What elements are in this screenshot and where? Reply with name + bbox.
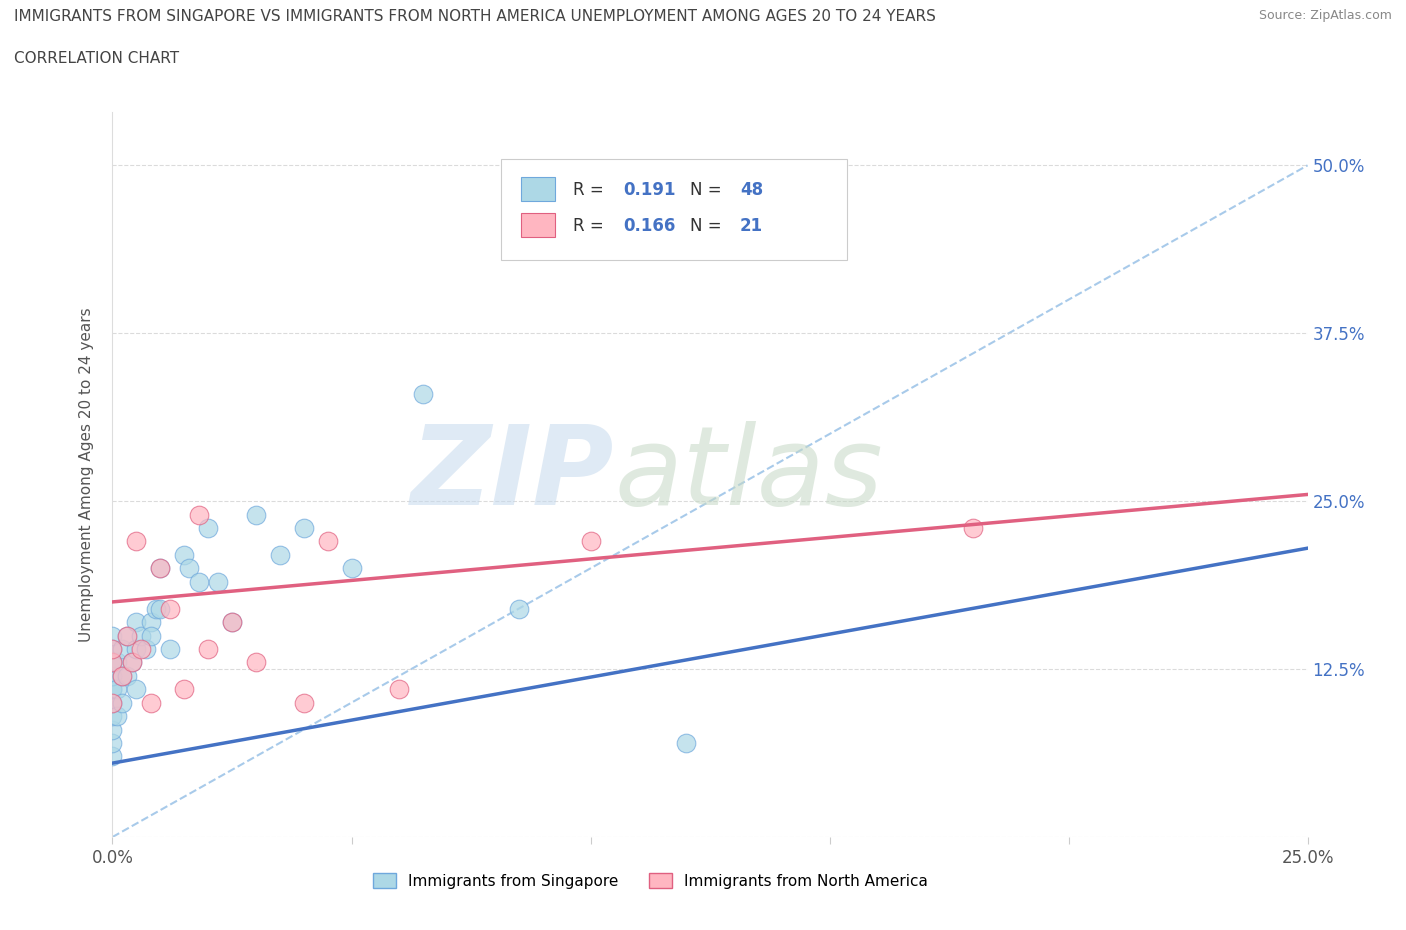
Point: [139, 615, 162, 630]
Text: IMMIGRANTS FROM SINGAPORE VS IMMIGRANTS FROM NORTH AMERICA UNEMPLOYMENT AMONG AG: IMMIGRANTS FROM SINGAPORE VS IMMIGRANTS …: [14, 9, 936, 24]
Legend: Immigrants from Singapore, Immigrants from North America: Immigrants from Singapore, Immigrants fr…: [367, 867, 934, 895]
Y-axis label: Unemployment Among Ages 20 to 24 years: Unemployment Among Ages 20 to 24 years: [79, 307, 94, 642]
Point: [105, 655, 128, 670]
Point: [173, 548, 195, 563]
Point: [101, 682, 124, 697]
Point: [101, 696, 124, 711]
Point: [115, 669, 138, 684]
Point: [187, 575, 209, 590]
Text: 48: 48: [740, 181, 763, 199]
Point: [101, 722, 124, 737]
Point: [149, 561, 172, 576]
Point: [292, 521, 315, 536]
Point: [111, 669, 134, 684]
Point: [149, 601, 172, 616]
Point: [159, 642, 181, 657]
Point: [101, 642, 124, 657]
Text: atlas: atlas: [614, 420, 883, 528]
Point: [579, 534, 602, 549]
Point: [221, 615, 243, 630]
Text: R =: R =: [572, 218, 603, 235]
Point: [105, 709, 128, 724]
Point: [177, 561, 200, 576]
Point: [101, 655, 124, 670]
Point: [962, 521, 984, 536]
Point: [149, 561, 172, 576]
Point: [145, 601, 167, 616]
Point: [129, 628, 152, 643]
Point: [101, 642, 124, 657]
Point: [111, 669, 134, 684]
Point: [125, 642, 148, 657]
Point: [101, 669, 124, 684]
Text: CORRELATION CHART: CORRELATION CHART: [14, 51, 179, 66]
Point: [121, 655, 143, 670]
FancyBboxPatch shape: [522, 213, 555, 237]
Text: N =: N =: [690, 181, 721, 199]
Text: 21: 21: [740, 218, 763, 235]
Point: [101, 655, 124, 670]
Point: [105, 682, 128, 697]
Point: [135, 642, 157, 657]
Point: [101, 682, 124, 697]
Point: [316, 534, 339, 549]
Point: [173, 682, 195, 697]
Point: [508, 601, 530, 616]
Point: [197, 642, 219, 657]
Point: [101, 642, 124, 657]
Text: R =: R =: [572, 181, 603, 199]
Point: [159, 601, 181, 616]
Point: [139, 696, 162, 711]
Text: Source: ZipAtlas.com: Source: ZipAtlas.com: [1258, 9, 1392, 22]
Point: [101, 696, 124, 711]
Point: [115, 628, 138, 643]
Point: [340, 561, 363, 576]
Point: [129, 642, 152, 657]
Point: [111, 696, 134, 711]
Point: [101, 749, 124, 764]
Point: [675, 736, 697, 751]
Point: [111, 642, 134, 657]
Point: [187, 507, 209, 522]
Point: [115, 628, 138, 643]
Point: [139, 628, 162, 643]
Point: [101, 709, 124, 724]
Point: [245, 507, 267, 522]
Point: [101, 655, 124, 670]
Point: [388, 682, 411, 697]
Point: [101, 696, 124, 711]
Point: [125, 534, 148, 549]
FancyBboxPatch shape: [522, 177, 555, 201]
Point: [245, 655, 267, 670]
Point: [207, 575, 229, 590]
Point: [269, 548, 291, 563]
Text: N =: N =: [690, 218, 721, 235]
Text: 0.191: 0.191: [623, 181, 675, 199]
Point: [121, 655, 143, 670]
Point: [125, 615, 148, 630]
Point: [125, 682, 148, 697]
Point: [221, 615, 243, 630]
Point: [101, 736, 124, 751]
FancyBboxPatch shape: [501, 159, 848, 260]
Point: [292, 696, 315, 711]
Point: [197, 521, 219, 536]
Point: [412, 386, 434, 401]
Point: [101, 628, 124, 643]
Text: ZIP: ZIP: [411, 420, 614, 528]
Text: 0.166: 0.166: [623, 218, 675, 235]
Point: [101, 669, 124, 684]
